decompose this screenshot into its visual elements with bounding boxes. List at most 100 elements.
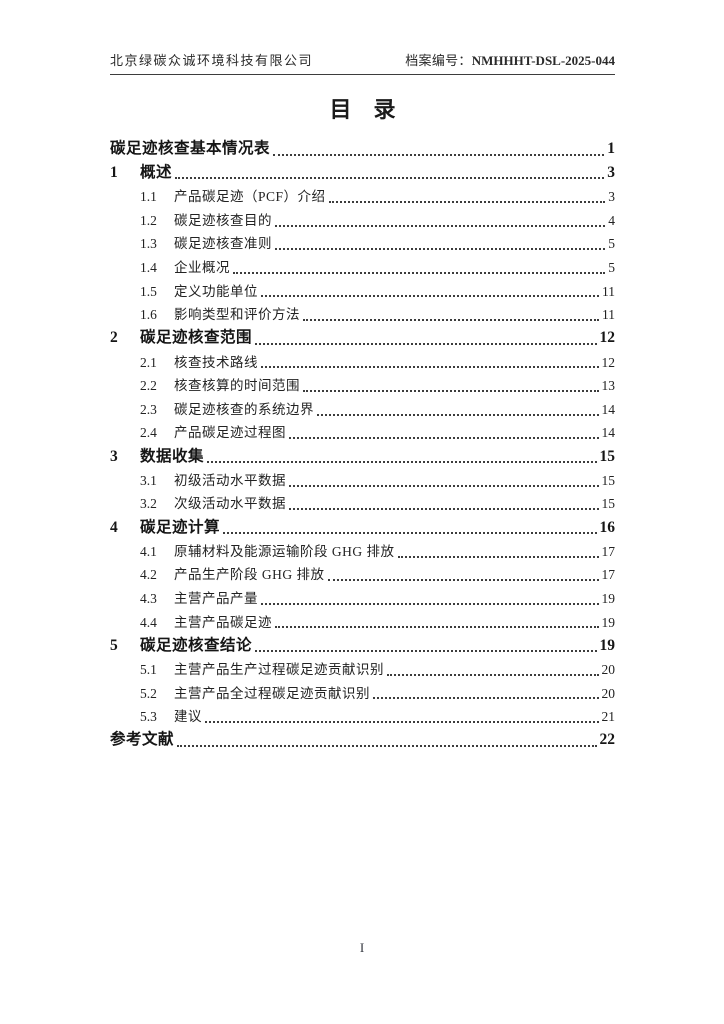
toc-entry-page: 19 xyxy=(599,636,616,654)
toc-entry-number: 2.1 xyxy=(140,354,157,370)
toc-entry-page: 21 xyxy=(601,709,616,725)
table-of-contents: 碳足迹核查基本情况表 1 1 概述 3 1.1 产品碳足迹（PCF）介绍 3 1… xyxy=(110,135,615,750)
toc-entry[interactable]: 3.2 次级活动水平数据 15 xyxy=(110,490,615,514)
page-header: 北京绿碳众诚环境科技有限公司 档案编号：NMHHHT-DSL-2025-044 xyxy=(110,50,615,75)
dotted-leader xyxy=(317,413,599,416)
toc-entry[interactable]: 参考文献 22 xyxy=(110,726,615,750)
toc-entry-number: 1.3 xyxy=(140,236,157,252)
toc-entry-label: 次级活动水平数据 xyxy=(174,496,286,512)
dotted-leader xyxy=(303,319,599,322)
toc-entry-number: 1.1 xyxy=(140,189,157,205)
toc-entry[interactable]: 1.3 碳足迹核查准则 5 xyxy=(110,230,615,254)
toc-entry[interactable]: 4.4 主营产品碳足迹 19 xyxy=(110,608,615,632)
toc-entry-number: 1.2 xyxy=(140,212,157,228)
dotted-leader xyxy=(289,508,599,511)
dotted-leader xyxy=(207,460,597,463)
toc-entry-page: 3 xyxy=(608,189,615,205)
archive-number: 档案编号：NMHHHT-DSL-2025-044 xyxy=(405,50,615,69)
toc-entry-number: 5.3 xyxy=(140,709,157,725)
dotted-leader xyxy=(223,531,597,534)
toc-entry[interactable]: 2.1 核查技术路线 12 xyxy=(110,348,615,372)
toc-entry-page: 1 xyxy=(607,140,615,158)
toc-entry[interactable]: 1.5 定义功能单位 11 xyxy=(110,277,615,301)
page-number: I xyxy=(359,940,365,955)
toc-entry-number: 1.5 xyxy=(140,283,157,299)
toc-entry[interactable]: 5.2 主营产品全过程碳足迹贡献识别 20 xyxy=(110,679,615,703)
dotted-leader xyxy=(289,437,599,440)
toc-entry-number: 2.4 xyxy=(140,425,157,441)
toc-entry[interactable]: 4.3 主营产品产量 19 xyxy=(110,584,615,608)
toc-entry-number: 5.2 xyxy=(140,685,157,701)
toc-entry[interactable]: 1 概述 3 xyxy=(110,159,615,183)
dotted-leader xyxy=(387,673,599,676)
toc-entry-label: 影响类型和评价方法 xyxy=(174,307,300,323)
archive-label: 档案编号： xyxy=(405,53,472,68)
toc-entry[interactable]: 5.3 建议 21 xyxy=(110,702,615,726)
toc-entry-page: 14 xyxy=(601,425,616,441)
dotted-leader xyxy=(275,224,606,227)
toc-entry-number: 4 xyxy=(110,518,118,536)
toc-entry-label: 核查核算的时间范围 xyxy=(174,378,300,394)
toc-entry-label: 初级活动水平数据 xyxy=(174,472,286,488)
toc-entry[interactable]: 3 数据收集 15 xyxy=(110,442,615,466)
toc-entry-number: 2 xyxy=(110,329,118,347)
toc-entry-label: 主营产品碳足迹 xyxy=(174,614,272,630)
toc-entry[interactable]: 碳足迹核查基本情况表 1 xyxy=(110,135,615,159)
toc-entry[interactable]: 1.4 企业概况 5 xyxy=(110,253,615,277)
toc-entry[interactable]: 3.1 初级活动水平数据 15 xyxy=(110,466,615,490)
toc-entry-page: 5 xyxy=(608,236,615,252)
toc-entry-label: 主营产品生产过程碳足迹贡献识别 xyxy=(174,661,384,677)
toc-entry[interactable]: 4 碳足迹计算 16 xyxy=(110,513,615,537)
toc-entry[interactable]: 2 碳足迹核查范围 12 xyxy=(110,324,615,348)
toc-entry-number: 4.3 xyxy=(140,590,157,606)
toc-entry[interactable]: 5.1 主营产品生产过程碳足迹贡献识别 20 xyxy=(110,655,615,679)
dotted-leader xyxy=(175,177,605,180)
dotted-leader xyxy=(275,248,606,251)
toc-entry-page: 15 xyxy=(601,496,616,512)
toc-entry-number: 1 xyxy=(110,163,118,181)
dotted-leader xyxy=(177,744,597,747)
toc-entry-number: 3.2 xyxy=(140,496,157,512)
toc-entry-label: 核查技术路线 xyxy=(174,354,258,370)
toc-entry-label: 产品生产阶段 GHG 排放 xyxy=(174,567,325,583)
toc-entry-page: 11 xyxy=(602,307,615,323)
toc-title: 目 录 xyxy=(329,97,396,122)
toc-entry-page: 13 xyxy=(601,378,616,394)
toc-entry-number: 4.2 xyxy=(140,567,157,583)
toc-entry[interactable]: 4.2 产品生产阶段 GHG 排放 17 xyxy=(110,561,615,585)
toc-entry-number: 2.3 xyxy=(140,401,157,417)
toc-entry[interactable]: 1.6 影响类型和评价方法 11 xyxy=(110,300,615,324)
toc-entry-number: 3.1 xyxy=(140,472,157,488)
toc-entry-label: 定义功能单位 xyxy=(174,283,258,299)
dotted-leader xyxy=(261,295,599,298)
toc-entry-page: 19 xyxy=(601,590,616,606)
dotted-leader xyxy=(255,650,597,653)
toc-entry-label: 碳足迹核查的系统边界 xyxy=(174,401,314,417)
toc-entry-number: 2.2 xyxy=(140,378,157,394)
dotted-leader xyxy=(373,697,599,700)
toc-entry[interactable]: 5 碳足迹核查结论 19 xyxy=(110,631,615,655)
dotted-leader xyxy=(261,366,599,369)
company-name: 北京绿碳众诚环境科技有限公司 xyxy=(110,53,314,68)
toc-entry-label: 原辅材料及能源运输阶段 GHG 排放 xyxy=(174,543,395,559)
toc-entry-page: 15 xyxy=(599,447,616,465)
toc-entry-page: 17 xyxy=(601,567,616,583)
toc-entry[interactable]: 2.3 碳足迹核查的系统边界 14 xyxy=(110,395,615,419)
dotted-leader xyxy=(255,342,597,345)
dotted-leader xyxy=(327,579,599,582)
toc-entry[interactable]: 2.2 核查核算的时间范围 13 xyxy=(110,371,615,395)
toc-entry-page: 19 xyxy=(601,614,616,630)
toc-entry[interactable]: 1.2 碳足迹核查目的 4 xyxy=(110,206,615,230)
toc-entry[interactable]: 1.1 产品碳足迹（PCF）介绍 3 xyxy=(110,182,615,206)
toc-entry[interactable]: 4.1 原辅材料及能源运输阶段 GHG 排放 17 xyxy=(110,537,615,561)
toc-entry-number: 1.4 xyxy=(140,259,157,275)
toc-entry-label: 产品碳足迹（PCF）介绍 xyxy=(174,189,326,205)
toc-entry-number: 3 xyxy=(110,447,118,465)
toc-entry[interactable]: 2.4 产品碳足迹过程图 14 xyxy=(110,419,615,443)
dotted-leader xyxy=(289,484,599,487)
dotted-leader xyxy=(273,153,605,156)
toc-entry-page: 14 xyxy=(601,401,616,417)
toc-entry-page: 11 xyxy=(602,283,615,299)
dotted-leader xyxy=(328,200,606,203)
